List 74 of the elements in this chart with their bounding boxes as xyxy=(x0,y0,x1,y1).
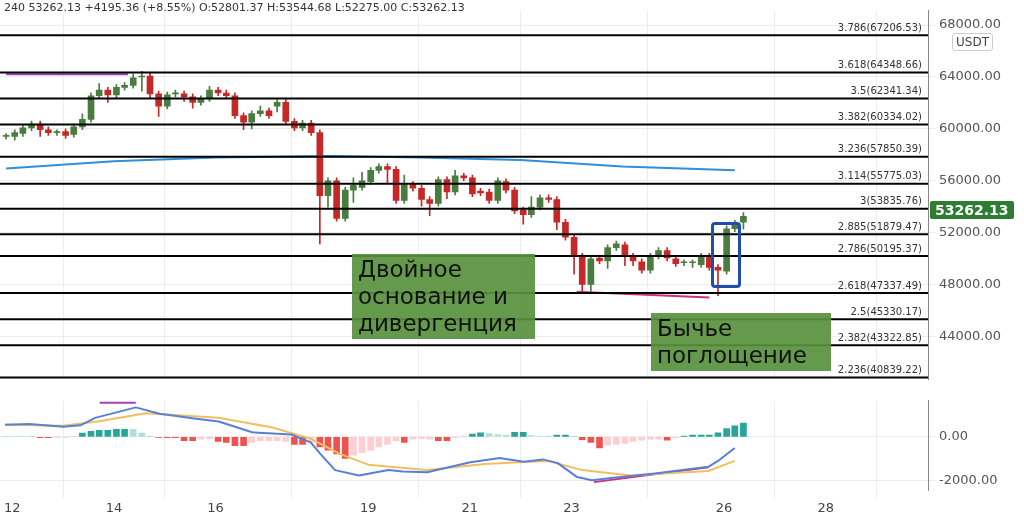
y-tick-label: 64000.00 xyxy=(939,68,1002,84)
ref-line-label: 3.5(62341.34) xyxy=(850,85,923,97)
bar xyxy=(87,431,95,437)
bar xyxy=(384,437,391,445)
y-tick-label: -2000.00 xyxy=(939,471,998,487)
ref-line-label: 2.382(43322.85) xyxy=(837,331,923,343)
bar xyxy=(714,432,722,437)
bar xyxy=(273,437,281,441)
ref-line-label: 2.5(45330.17) xyxy=(850,305,923,317)
candlestick xyxy=(2,133,10,140)
y-tick-label: 52000.00 xyxy=(939,223,1002,239)
annotation: Двойное основание и дивергенция xyxy=(352,254,535,339)
x-tick-label: 19 xyxy=(359,500,377,516)
x-tick-label: 12 xyxy=(3,500,21,516)
ref-line-label: 3.786(67206.53) xyxy=(837,21,923,33)
bar xyxy=(222,437,230,443)
bar xyxy=(189,437,197,441)
bar xyxy=(629,437,637,442)
candlestick xyxy=(53,129,61,136)
y-tick-label: 60000.00 xyxy=(939,120,1002,136)
bar xyxy=(240,437,247,446)
bar xyxy=(265,437,273,441)
y-tick-label: 0.00 xyxy=(939,428,968,444)
bar xyxy=(341,437,349,459)
bar xyxy=(604,437,611,446)
y-tick-label: 56000.00 xyxy=(939,172,1002,188)
bar xyxy=(138,432,146,437)
bar xyxy=(740,422,747,437)
bar xyxy=(282,437,290,442)
bar xyxy=(104,429,112,437)
ref-line-label: 2.618(47337.49) xyxy=(837,279,923,291)
ref-line-label: 3.618(64348.66) xyxy=(837,59,923,71)
ref-line-label: 2.236(40839.22) xyxy=(837,363,923,375)
y-tick-label: 68000.00 xyxy=(939,16,1002,32)
bar xyxy=(214,437,222,442)
bar xyxy=(409,437,417,440)
bar xyxy=(400,437,408,443)
ref-line-label: 3(53835.76) xyxy=(860,195,923,207)
bar xyxy=(519,431,527,437)
bar xyxy=(434,437,442,441)
x-tick-label: 26 xyxy=(715,500,733,516)
x-tick-label: 28 xyxy=(817,500,835,516)
bar xyxy=(621,437,629,444)
ref-line-label: 2.885(51879.47) xyxy=(837,220,923,232)
annotation: Бычье поглощение xyxy=(651,313,831,371)
y-tick-label: 44000.00 xyxy=(939,327,1002,343)
ref-line-label: 3.382(60334.02) xyxy=(837,111,923,123)
ref-line-label: 3.236(57850.39) xyxy=(837,143,923,155)
bar xyxy=(587,437,595,443)
bar xyxy=(129,429,137,437)
x-tick-label: 21 xyxy=(461,500,479,516)
ref-line-label: 3.114(55775.03) xyxy=(837,170,923,182)
bar xyxy=(79,432,86,437)
ref-line-label: 2.786(50195.37) xyxy=(837,242,923,254)
bar xyxy=(95,429,103,437)
text: USDT xyxy=(952,33,993,51)
bar xyxy=(638,437,646,441)
bar xyxy=(231,437,239,446)
x-tick-label: 16 xyxy=(207,500,224,516)
chart-title: 240 53262.13 +4195.36 (+8.55%) O:52801.37 H:53544.68 L:52275.00 C:53262.13 xyxy=(4,1,465,14)
bar xyxy=(596,437,603,449)
x-tick-label: 14 xyxy=(105,500,123,516)
bar xyxy=(358,437,366,453)
x-tick-label: 23 xyxy=(563,500,580,516)
bar xyxy=(612,437,620,445)
bar xyxy=(511,431,518,437)
bar xyxy=(578,437,586,441)
bar xyxy=(248,437,256,443)
text: 53262.13 xyxy=(930,201,1014,219)
y-tick-label: 48000.00 xyxy=(939,275,1002,291)
bar xyxy=(443,437,451,441)
bar xyxy=(257,437,264,441)
bar xyxy=(180,437,188,441)
bar xyxy=(350,437,357,456)
